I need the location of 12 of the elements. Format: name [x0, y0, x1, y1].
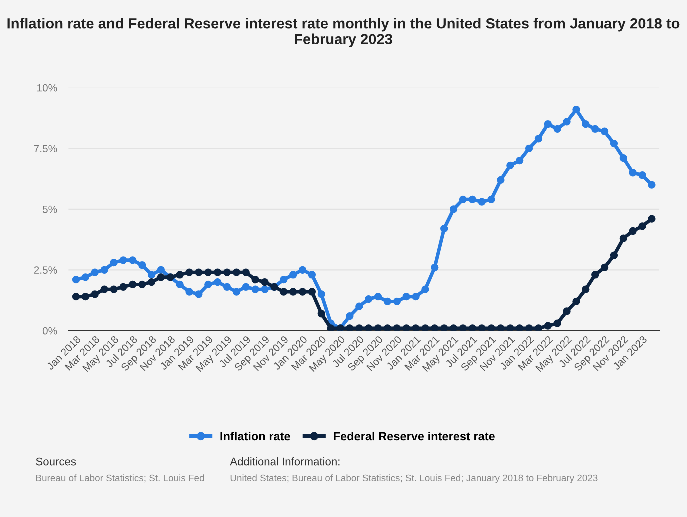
text: Additional Information: — [230, 458, 340, 466]
y-tick-label: 0% — [42, 327, 58, 335]
legend-label: Federal Reserve interest rate — [334, 432, 495, 441]
y-tick-label: 5% — [42, 206, 58, 214]
legend-label: Inflation rate — [220, 432, 290, 441]
text: United States; Bureau of Labor Statistics; St. Louis Fed; January 2018 to February 2023 — [230, 474, 598, 484]
y-tick-label: 2.5% — [34, 266, 58, 274]
y-tick-label: 10% — [38, 84, 58, 92]
text: Bureau of Labor Statistics; St. Louis Fed — [36, 474, 204, 483]
y-tick-label: 7.5% — [34, 145, 58, 153]
text: Sources — [36, 458, 76, 466]
chart-title: Inflation rate and Federal Reserve interest rate monthly in the United States from January 2018 to February 2023 — [8, 18, 680, 48]
